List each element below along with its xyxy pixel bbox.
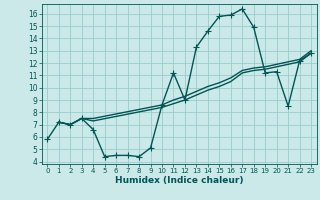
X-axis label: Humidex (Indice chaleur): Humidex (Indice chaleur): [115, 176, 244, 185]
